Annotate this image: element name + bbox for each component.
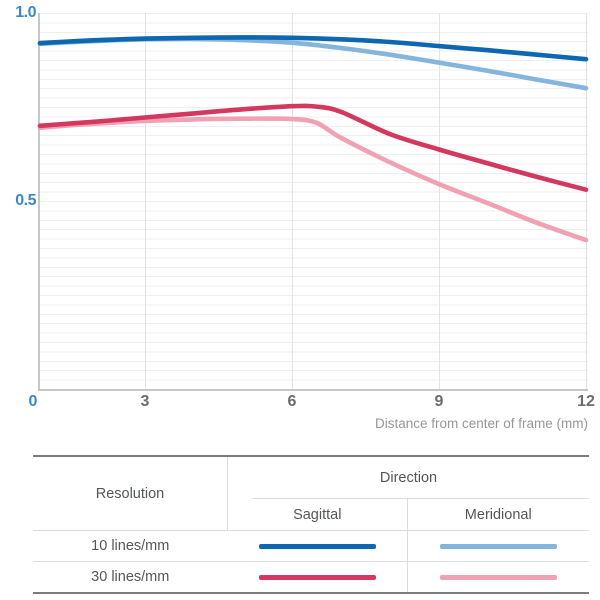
x-tick-label: 6: [287, 393, 297, 410]
x-tick-label: 9: [434, 393, 444, 410]
x-tick-label: 12: [577, 393, 595, 410]
legend-row-30-lines: 30 lines/mm: [33, 561, 589, 593]
direction-underline: [253, 498, 589, 499]
curve-s30sag: [37, 103, 589, 192]
legend-row-label: 10 lines/mm: [33, 530, 228, 562]
vertical-gridline: [144, 13, 146, 389]
line-swatch-10-meridional: [439, 543, 557, 549]
vertical-gridline: [585, 13, 587, 389]
direction-header: Direction: [228, 456, 589, 499]
sagittal-header: Sagittal: [293, 506, 342, 523]
vertical-gridline: [438, 13, 440, 389]
x-tick-label: 3: [140, 393, 150, 410]
x-axis-caption: Distance from center of frame (mm): [374, 416, 588, 431]
direction-header-label: Direction: [379, 470, 438, 486]
y-axis-line: [38, 13, 40, 391]
mtf-plot: [37, 13, 589, 389]
line-swatch-10-sagittal: [258, 543, 376, 549]
legend-row-label: 30 lines/mm: [33, 561, 228, 593]
mtf-curves: [37, 35, 589, 243]
legend-table: Resolution Direction Sagittal Meridional…: [33, 455, 589, 594]
curve-s10mer: [37, 36, 589, 91]
vertical-gridline: [291, 13, 293, 389]
resolution-header: Resolution: [33, 456, 228, 531]
y-tick-label: 1.0: [15, 4, 36, 21]
x-axis-line: [38, 389, 588, 391]
x-tick-label: 0: [28, 393, 38, 410]
curve-s30mer: [37, 116, 589, 243]
curve-s10sag: [37, 35, 589, 62]
line-swatch-30-sagittal: [258, 574, 376, 580]
meridional-header: Meridional: [406, 499, 589, 531]
line-swatch-30-meridional: [439, 574, 557, 580]
legend-row-10-lines: 10 lines/mm: [33, 530, 589, 562]
y-tick-label: 0.5: [15, 192, 36, 209]
